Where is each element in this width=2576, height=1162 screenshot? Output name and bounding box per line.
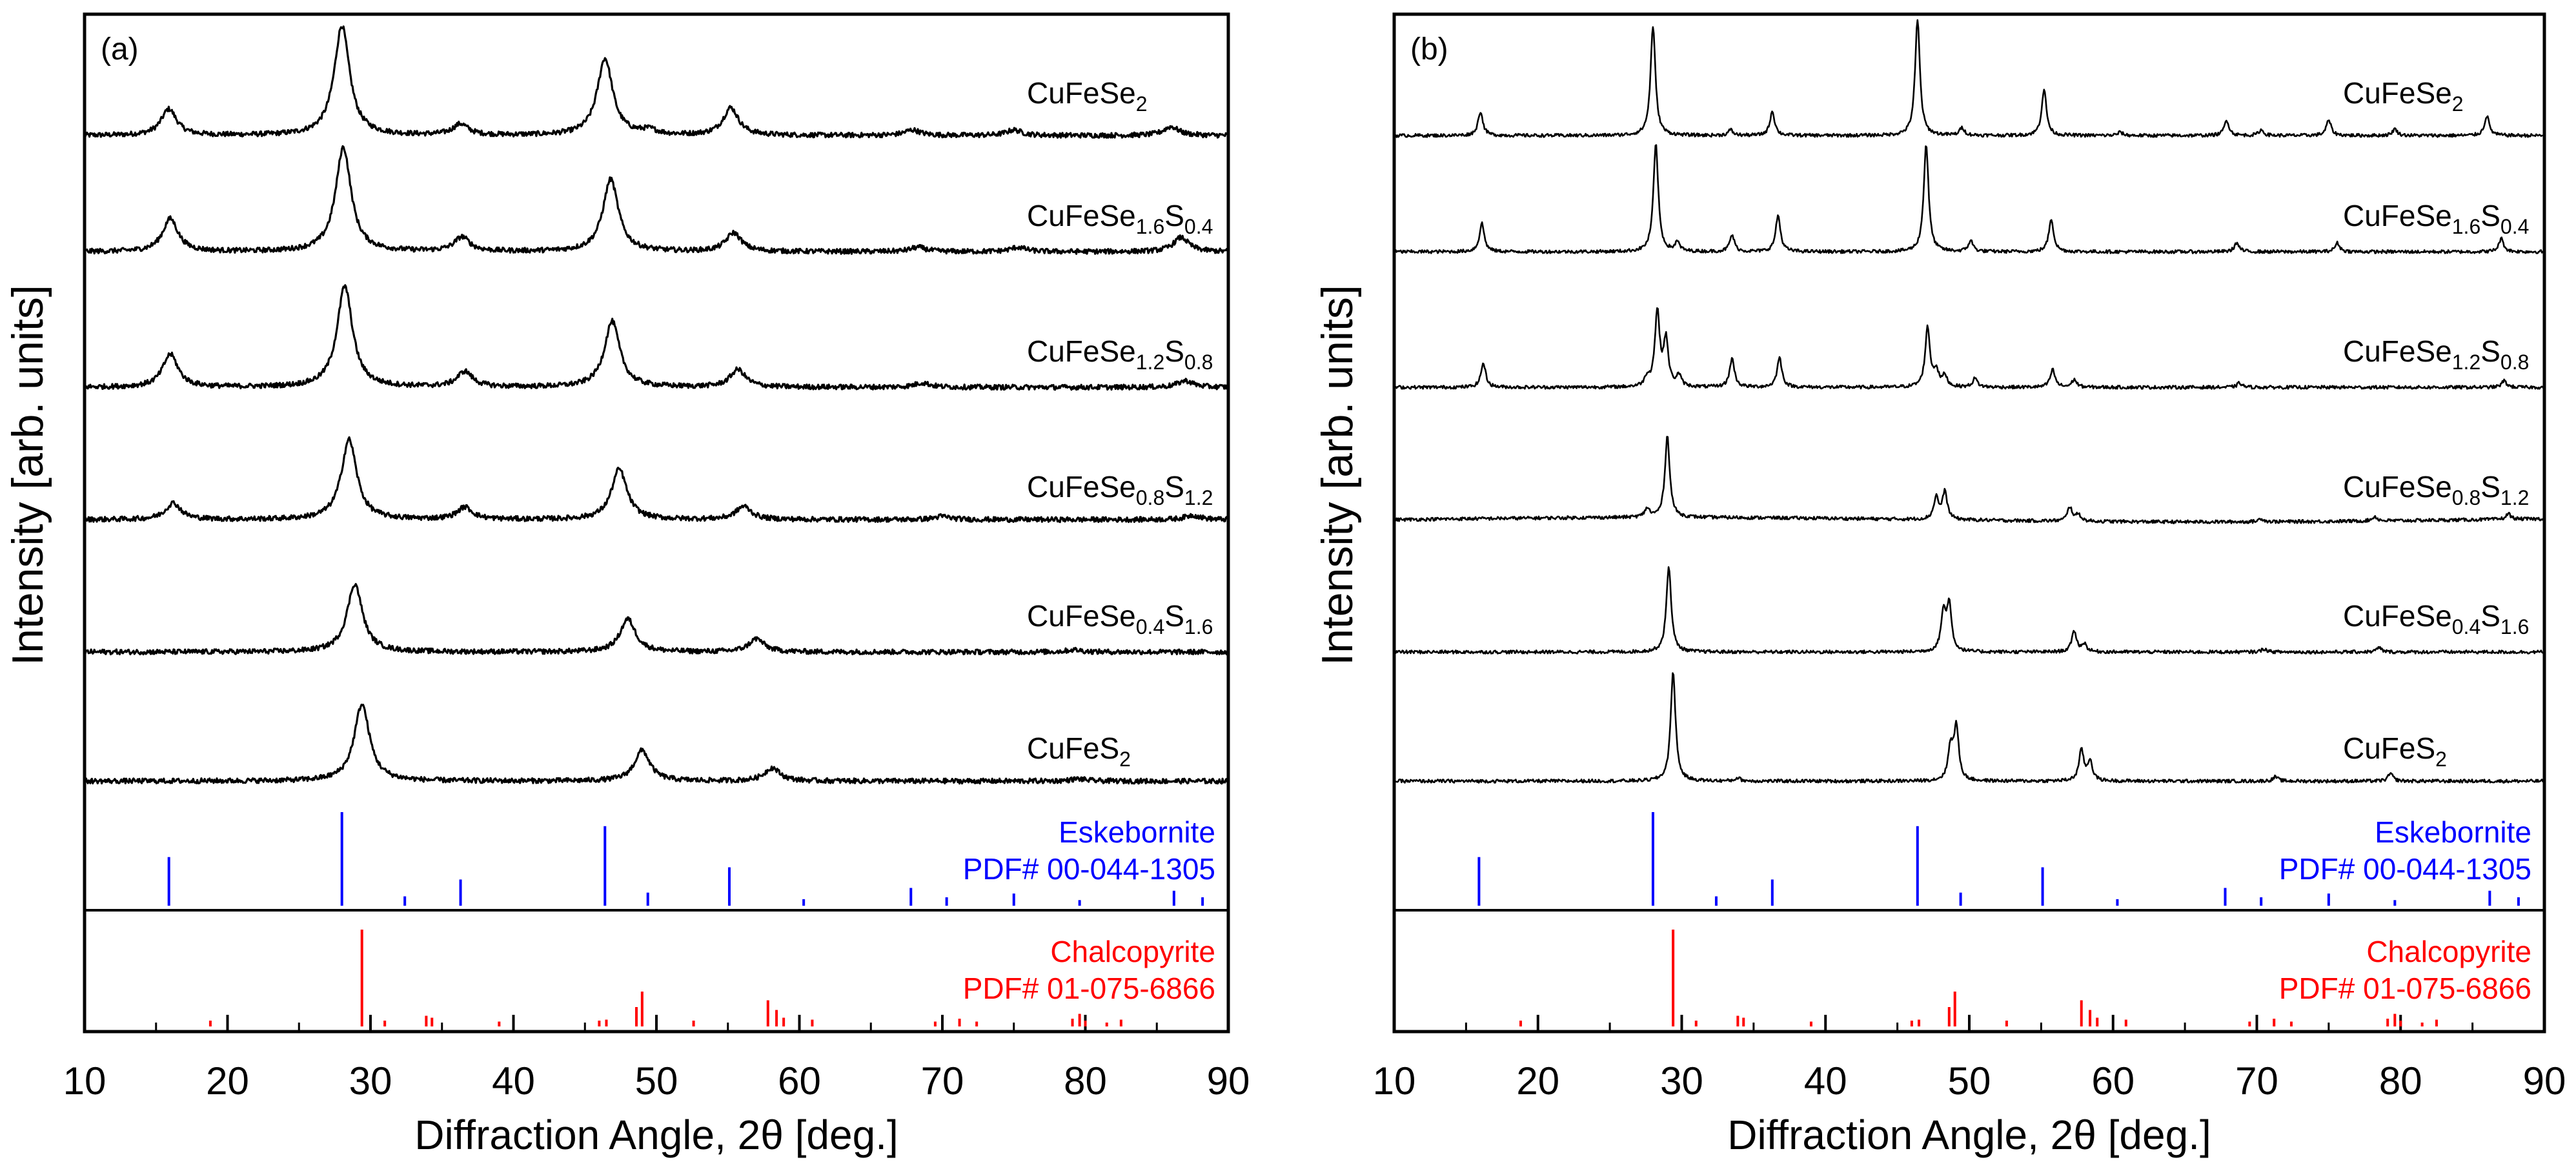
label-text: S: [2480, 334, 2500, 368]
xrd-trace-3: [1393, 436, 2546, 525]
xrd-trace-3: [83, 436, 1229, 524]
x-tick-label: 10: [63, 1059, 106, 1103]
label-subscript: 0.8: [2500, 351, 2529, 374]
label-subscript: 1.2: [2500, 486, 2529, 509]
x-axis-label: Diffraction Angle, 2θ [deg.]: [1727, 1112, 2211, 1158]
xrd-trace-5: [83, 704, 1230, 785]
sample-label: CuFeSe1.6S0.4: [1027, 199, 1213, 238]
label-text: S: [2480, 199, 2500, 232]
label-subscript: 0.4: [2452, 615, 2480, 638]
panel-label: (b): [1410, 32, 1448, 66]
x-tick-label: 60: [2091, 1059, 2135, 1103]
panel-label: (a): [101, 32, 139, 66]
label-subscript: 0.4: [1184, 215, 1213, 238]
label-subscript: 0.4: [2500, 215, 2529, 238]
sample-label: CuFeSe0.4S1.6: [2343, 599, 2529, 638]
label-text: S: [1164, 334, 1184, 368]
reference-pdf: PDF# 01-075-6866: [2279, 972, 2531, 1005]
reference-pdf: PDF# 01-075-6866: [963, 972, 1215, 1005]
label-text: CuFeSe: [1027, 199, 1136, 232]
label-text: S: [1164, 599, 1184, 633]
sample-label: CuFeS2: [2343, 731, 2447, 771]
x-tick-label: 20: [206, 1059, 249, 1103]
reference-name: Chalcopyrite: [2366, 935, 2531, 968]
label-text: CuFeSe: [1027, 599, 1136, 633]
x-tick-label: 60: [778, 1059, 821, 1103]
xrd-trace-2: [1393, 307, 2546, 390]
label-text: S: [1164, 470, 1184, 504]
x-tick-label: 80: [1064, 1059, 1107, 1103]
y-axis-label: Intensity [arb. units]: [1313, 285, 1362, 666]
xrd-trace-2: [84, 284, 1230, 391]
label-text: S: [2480, 599, 2500, 633]
label-subscript: 2: [2435, 748, 2447, 771]
x-tick-label: 40: [492, 1059, 535, 1103]
sample-label: CuFeSe2: [1027, 76, 1148, 116]
label-subscript: 0.4: [1136, 615, 1164, 638]
label-subscript: 1.6: [2452, 215, 2480, 238]
sample-label: CuFeSe0.8S1.2: [2343, 470, 2529, 509]
label-subscript: 0.8: [1136, 486, 1164, 509]
sample-label: CuFeSe1.2S0.8: [2343, 334, 2529, 374]
sample-label: CuFeSe1.6S0.4: [2343, 199, 2529, 238]
x-tick-label: 70: [921, 1059, 964, 1103]
xrd-trace-4: [83, 583, 1230, 656]
xrd-trace-5: [1393, 672, 2546, 784]
label-text: S: [2480, 470, 2500, 504]
label-text: CuFeSe: [2343, 199, 2452, 232]
label-text: CuFeSe: [2343, 599, 2452, 633]
reference-name: Chalcopyrite: [1050, 935, 1215, 968]
label-subscript: 1.2: [1184, 486, 1213, 509]
label-text: CuFeSe: [1027, 76, 1136, 110]
x-axis-label: Diffraction Angle, 2θ [deg.]: [414, 1112, 898, 1158]
xrd-trace-0: [1393, 19, 2546, 138]
x-tick-label: 90: [1207, 1059, 1250, 1103]
label-text: CuFeS: [1027, 731, 1119, 765]
xrd-trace-4: [1394, 566, 2546, 655]
x-tick-label: 10: [1373, 1059, 1416, 1103]
reference-pdf: PDF# 00-044-1305: [963, 852, 1215, 886]
label-subscript: 1.6: [1184, 615, 1213, 638]
sample-label: CuFeS2: [1027, 731, 1131, 771]
label-subscript: 0.8: [1184, 351, 1213, 374]
reference-name: Eskebornite: [2375, 815, 2531, 849]
xrd-trace-0: [83, 25, 1229, 139]
label-subscript: 0.8: [2452, 486, 2480, 509]
label-text: CuFeSe: [1027, 470, 1136, 504]
sample-label: CuFeSe0.4S1.6: [1027, 599, 1213, 638]
label-subscript: 2: [1136, 92, 1148, 116]
x-tick-label: 50: [635, 1059, 678, 1103]
label-subscript: 1.6: [1136, 215, 1164, 238]
sample-label: CuFeSe2: [2343, 76, 2464, 116]
label-text: CuFeSe: [1027, 334, 1136, 368]
x-tick-label: 80: [2379, 1059, 2422, 1103]
x-tick-label: 20: [1516, 1059, 1559, 1103]
sample-label: CuFeSe0.8S1.2: [1027, 470, 1213, 509]
x-tick-label: 30: [349, 1059, 392, 1103]
reference-pdf: PDF# 00-044-1305: [2279, 852, 2531, 886]
x-tick-label: 70: [2235, 1059, 2278, 1103]
label-subscript: 2: [1119, 748, 1131, 771]
x-tick-label: 30: [1660, 1059, 1703, 1103]
label-text: S: [1164, 199, 1184, 232]
label-text: CuFeSe: [2343, 470, 2452, 504]
x-tick-label: 40: [1804, 1059, 1847, 1103]
label-text: CuFeS: [2343, 731, 2435, 765]
x-tick-label: 90: [2523, 1059, 2566, 1103]
chart-panel-a: (a) 10 20 30 40 50 60 70 80 90 Diffraction Angle, …: [3, 12, 1250, 1158]
label-subscript: 2: [2452, 92, 2464, 116]
reference-name: Eskebornite: [1059, 815, 1215, 849]
chart-panel-b: (b) 10 20 30 40 50 60 70 80 90 Diffraction Angle, …: [1313, 12, 2566, 1158]
x-tick-label: 50: [1948, 1059, 1991, 1103]
label-text: CuFeSe: [2343, 76, 2452, 110]
label-subscript: 1.2: [1136, 351, 1164, 374]
label-text: CuFeSe: [2343, 334, 2452, 368]
label-subscript: 1.2: [2452, 351, 2480, 374]
y-axis-label: Intensity [arb. units]: [3, 285, 52, 666]
xrd-trace-1: [1393, 144, 2546, 254]
label-subscript: 1.6: [2500, 615, 2529, 638]
sample-label: CuFeSe1.2S0.8: [1027, 334, 1213, 374]
xrd-trace-1: [83, 145, 1229, 255]
